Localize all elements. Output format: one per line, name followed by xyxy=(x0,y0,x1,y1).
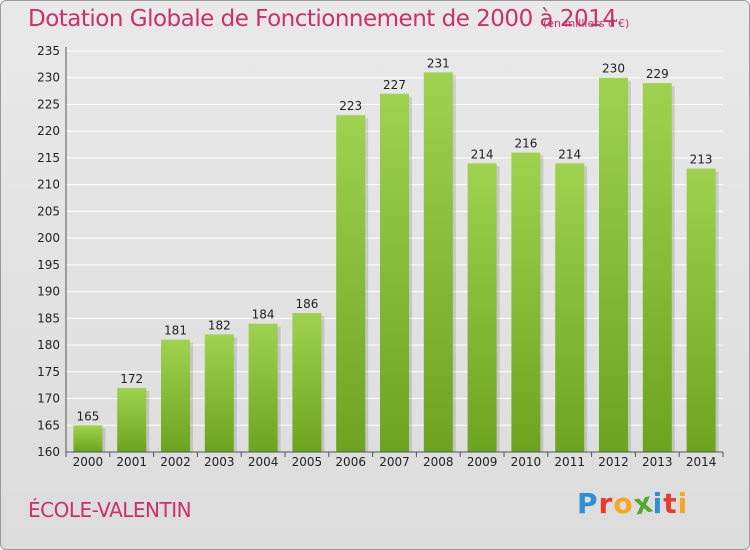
bar-2006 xyxy=(336,115,366,452)
y-tick-label: 160 xyxy=(37,445,60,459)
x-tick-label: 2004 xyxy=(248,455,279,469)
y-tick-label: 235 xyxy=(37,44,60,58)
bar-2012 xyxy=(599,77,628,452)
bar-2011 xyxy=(555,163,585,452)
x-tick-label: 2001 xyxy=(116,455,147,469)
logo-letter: P xyxy=(577,487,599,520)
logo-letter: i xyxy=(677,487,689,520)
x-tick-label: 2013 xyxy=(642,455,673,469)
x-tick-label: 2002 xyxy=(160,455,191,469)
x-tick-label: 2005 xyxy=(292,455,323,469)
x-tick-label: 2008 xyxy=(423,455,454,469)
y-tick-label: 230 xyxy=(37,71,60,85)
data-label: 230 xyxy=(602,62,625,76)
y-tick-label: 165 xyxy=(37,418,60,432)
bar-2005 xyxy=(292,312,322,452)
commune-name: ÉCOLE-VALENTIN xyxy=(28,498,192,522)
bar-2007 xyxy=(380,93,409,453)
x-tick-label: 2000 xyxy=(73,455,104,469)
data-label: 229 xyxy=(646,67,669,81)
data-label: 231 xyxy=(427,56,450,70)
data-label: 186 xyxy=(295,297,318,311)
y-tick-label: 200 xyxy=(37,231,60,245)
bar-2009 xyxy=(467,163,497,452)
y-tick-label: 215 xyxy=(37,151,60,165)
data-label: 216 xyxy=(514,137,537,151)
bar-2008 xyxy=(423,72,453,453)
x-tick-label: 2007 xyxy=(379,455,410,469)
y-tick-label: 195 xyxy=(37,258,60,272)
y-tick-label: 170 xyxy=(37,392,60,406)
y-tick-label: 205 xyxy=(37,204,60,218)
bar-2002 xyxy=(161,339,190,452)
data-label: 172 xyxy=(120,372,143,386)
x-tick-label: 2006 xyxy=(335,455,366,469)
data-label: 184 xyxy=(252,308,275,322)
logo-letter: t xyxy=(663,487,678,520)
bar-2013 xyxy=(642,83,672,452)
y-tick-label: 210 xyxy=(37,178,60,192)
bar-2001 xyxy=(117,387,147,452)
x-tick-label: 2009 xyxy=(467,455,498,469)
bar-2004 xyxy=(248,323,278,452)
x-tick-label: 2011 xyxy=(554,455,585,469)
data-label: 181 xyxy=(164,324,187,338)
y-tick-label: 225 xyxy=(37,97,60,111)
data-label: 223 xyxy=(339,99,362,113)
data-label: 214 xyxy=(558,147,581,161)
y-tick-label: 175 xyxy=(37,365,60,379)
y-tick-label: 185 xyxy=(37,311,60,325)
x-tick-label: 2012 xyxy=(598,455,629,469)
proxiti-logo[interactable]: Proxiti xyxy=(577,485,689,521)
chart-title: Dotation Globale de Fonctionnement de 20… xyxy=(28,6,617,32)
data-label: 165 xyxy=(76,409,99,423)
unit-note: (en milliers d'€) xyxy=(543,17,630,30)
logo-letter: o xyxy=(613,487,634,520)
y-tick-label: 190 xyxy=(37,285,60,299)
bar-2014 xyxy=(686,168,716,453)
y-tick-label: 220 xyxy=(37,124,60,138)
logo-letter: i xyxy=(652,487,664,520)
data-label: 182 xyxy=(208,318,231,332)
bar-2000 xyxy=(73,425,103,452)
x-tick-label: 2014 xyxy=(686,455,717,469)
y-tick-label: 180 xyxy=(37,338,60,352)
data-label: 227 xyxy=(383,78,406,92)
x-tick-label: 2003 xyxy=(204,455,235,469)
logo-letter: r xyxy=(598,487,614,520)
bar-2010 xyxy=(511,152,541,452)
data-label: 214 xyxy=(471,147,494,161)
data-label: 213 xyxy=(690,153,713,167)
x-tick-label: 2010 xyxy=(511,455,542,469)
bar-2003 xyxy=(204,334,234,452)
